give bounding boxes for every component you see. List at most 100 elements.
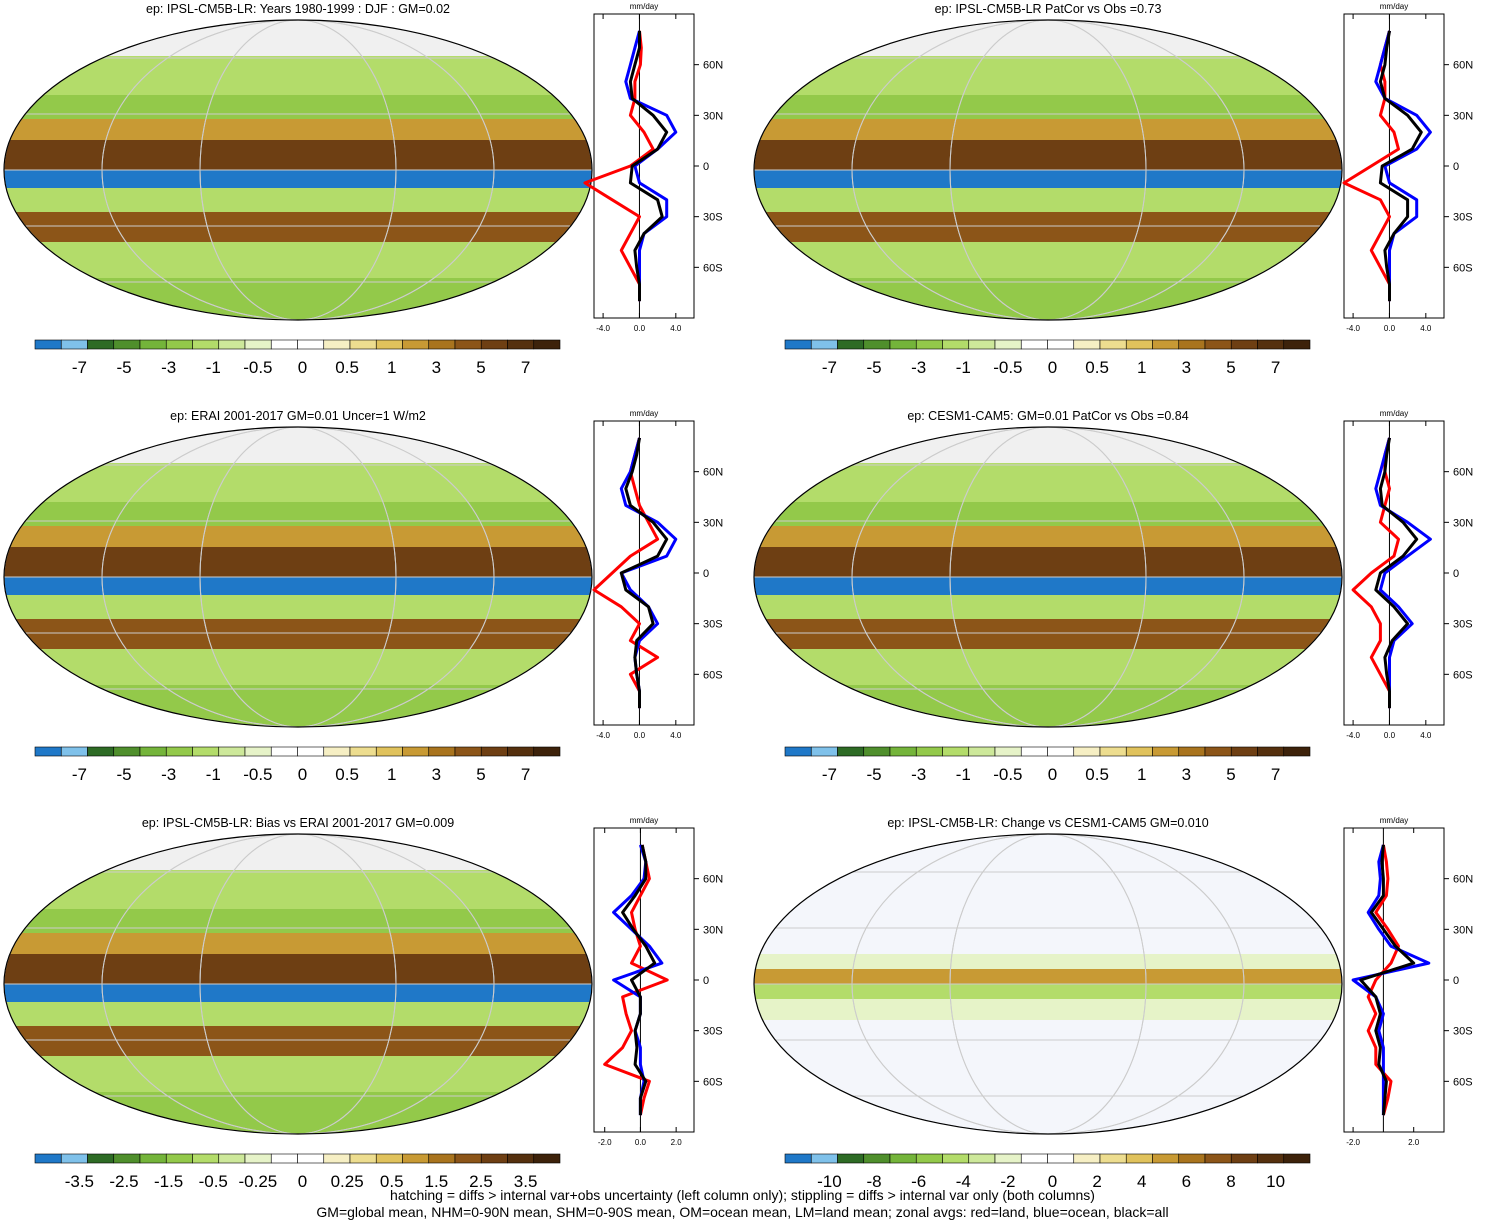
footer-line-1: hatching = diffs > internal var+obs unce… — [390, 1187, 1095, 1203]
colorbar-swatch — [428, 1153, 456, 1164]
colorbar-tick-label: 2.5 — [469, 1172, 493, 1191]
zonal-tick-label: -4.0 — [1346, 324, 1360, 333]
colorbar-swatch — [863, 1153, 891, 1164]
panel-title: ep: ERAI 2001-2017 GM=0.01 Uncer=1 W/m2 — [170, 409, 426, 423]
colorbar-tick-label: 1 — [1137, 358, 1146, 377]
zonal-series-ocean — [1374, 437, 1432, 709]
lat-tick-label: 60N — [1453, 60, 1473, 72]
colorbar-swatch — [454, 746, 482, 757]
colorbar-swatch — [1125, 746, 1153, 757]
colorbar-tick-label: -0.5 — [243, 358, 272, 377]
lat-tick-label: 0 — [703, 975, 709, 987]
lat-tick-label: 30S — [703, 1026, 723, 1038]
colorbar-tick-label: -2 — [1000, 1172, 1015, 1191]
zonal-xlabel: mm/day — [630, 2, 658, 11]
colorbar-swatch — [1020, 746, 1048, 757]
lat-tick-label: 60N — [1453, 467, 1473, 479]
colorbar-swatch — [113, 746, 141, 757]
longitude-gridline — [949, 20, 1147, 320]
colorbar-swatch — [87, 746, 115, 757]
colorbar-tick-label: -5 — [116, 765, 131, 784]
colorbar-swatch — [968, 1153, 996, 1164]
colorbar-swatch — [34, 1153, 62, 1164]
map-field — [754, 20, 1342, 320]
map-border — [3, 833, 593, 1135]
lat-tick-label: 30N — [703, 110, 723, 122]
colorbar-swatch — [192, 339, 220, 350]
colorbar-swatch — [323, 746, 351, 757]
zonal-series-land — [583, 30, 655, 302]
colorbar-swatch — [784, 746, 812, 757]
colorbar-swatch — [837, 1153, 865, 1164]
lat-tick-label: 60N — [1453, 874, 1473, 886]
colorbar-tick-label: -1 — [206, 358, 221, 377]
colorbar-tick-label: 0 — [298, 1172, 307, 1191]
colorbar-swatch — [889, 339, 917, 350]
colorbar-tick-label: -3 — [911, 765, 926, 784]
colorbar-swatch — [402, 1153, 430, 1164]
colorbar-swatch — [218, 746, 246, 757]
colorbar-swatch — [454, 339, 482, 350]
colorbar-swatch — [87, 1153, 115, 1164]
lat-tick-label: 30N — [703, 924, 723, 936]
colorbar-swatch — [1204, 746, 1232, 757]
zonal-series-all — [628, 30, 669, 302]
colorbar-tick-label: -3 — [161, 358, 176, 377]
zonal-tick-label: 4.0 — [1420, 731, 1432, 740]
colorbar-tick-label: -8 — [866, 1172, 881, 1191]
colorbar-swatch — [942, 339, 970, 350]
zonal-tick-label: 0.0 — [635, 1138, 647, 1147]
colorbar-swatch — [810, 339, 838, 350]
colorbar-tick-label: -0.5 — [243, 765, 272, 784]
lat-tick-label: 60S — [1453, 669, 1473, 681]
colorbar-tick-label: -3.5 — [65, 1172, 94, 1191]
zonal-tick-label: 2.0 — [1408, 1138, 1420, 1147]
colorbar-swatch — [1099, 746, 1127, 757]
colorbar-swatch — [1073, 746, 1101, 757]
colorbar-swatch — [428, 746, 456, 757]
zonal-tick-label: 0.0 — [634, 324, 646, 333]
zonal-tick-label: 0.0 — [634, 731, 646, 740]
colorbar-swatch — [323, 1153, 351, 1164]
colorbar-swatch — [1204, 1153, 1232, 1164]
colorbar-tick-label: 5 — [476, 765, 485, 784]
colorbar-swatch — [113, 1153, 141, 1164]
longitude-gridline — [949, 427, 1147, 727]
lat-tick-label: 0 — [1453, 568, 1459, 580]
footer-line-2: GM=global mean, NHM=0-90N mean, SHM=0-90… — [316, 1204, 1169, 1220]
zonal-tick-label: -2.0 — [1346, 1138, 1360, 1147]
longitude-gridline — [949, 834, 1147, 1134]
colorbar-swatch — [1178, 339, 1206, 350]
zonal-series-ocean — [612, 844, 664, 1116]
longitude-gridline — [101, 427, 495, 727]
colorbar-tick-label: -7 — [72, 765, 87, 784]
lat-tick-label: 30S — [1453, 1026, 1473, 1038]
lat-tick-label: 60S — [1453, 1076, 1473, 1088]
colorbar-tick-label: 0.5 — [1085, 765, 1109, 784]
colorbar-swatch — [915, 339, 943, 350]
colorbar-swatch — [165, 746, 193, 757]
zonal-series-all — [621, 844, 657, 1116]
lat-tick-label: 60N — [703, 467, 723, 479]
lat-tick-label: 30N — [1453, 924, 1473, 936]
zonal-xlabel: mm/day — [1380, 816, 1408, 825]
lat-tick-label: 30S — [703, 212, 723, 224]
lat-tick-label: 30N — [1453, 517, 1473, 529]
zonal-tick-label: -4.0 — [596, 731, 610, 740]
map-field — [4, 834, 592, 1134]
colorbar-tick-label: -10 — [817, 1172, 842, 1191]
colorbar-swatch — [1283, 339, 1311, 350]
map-border — [753, 426, 1343, 728]
zonal-series-land — [603, 844, 669, 1116]
longitude-gridline — [199, 834, 397, 1134]
colorbar-tick-label: -3 — [911, 358, 926, 377]
colorbar-swatch — [837, 339, 865, 350]
zonal-series-all — [619, 437, 669, 709]
colorbar-swatch — [810, 1153, 838, 1164]
colorbar-tick-label: -6 — [911, 1172, 926, 1191]
zonal-series-land — [592, 437, 660, 709]
colorbar-tick-label: 0.5 — [335, 765, 359, 784]
colorbar-swatch — [507, 339, 535, 350]
colorbar-swatch — [915, 746, 943, 757]
colorbar-tick-label: -7 — [72, 358, 87, 377]
